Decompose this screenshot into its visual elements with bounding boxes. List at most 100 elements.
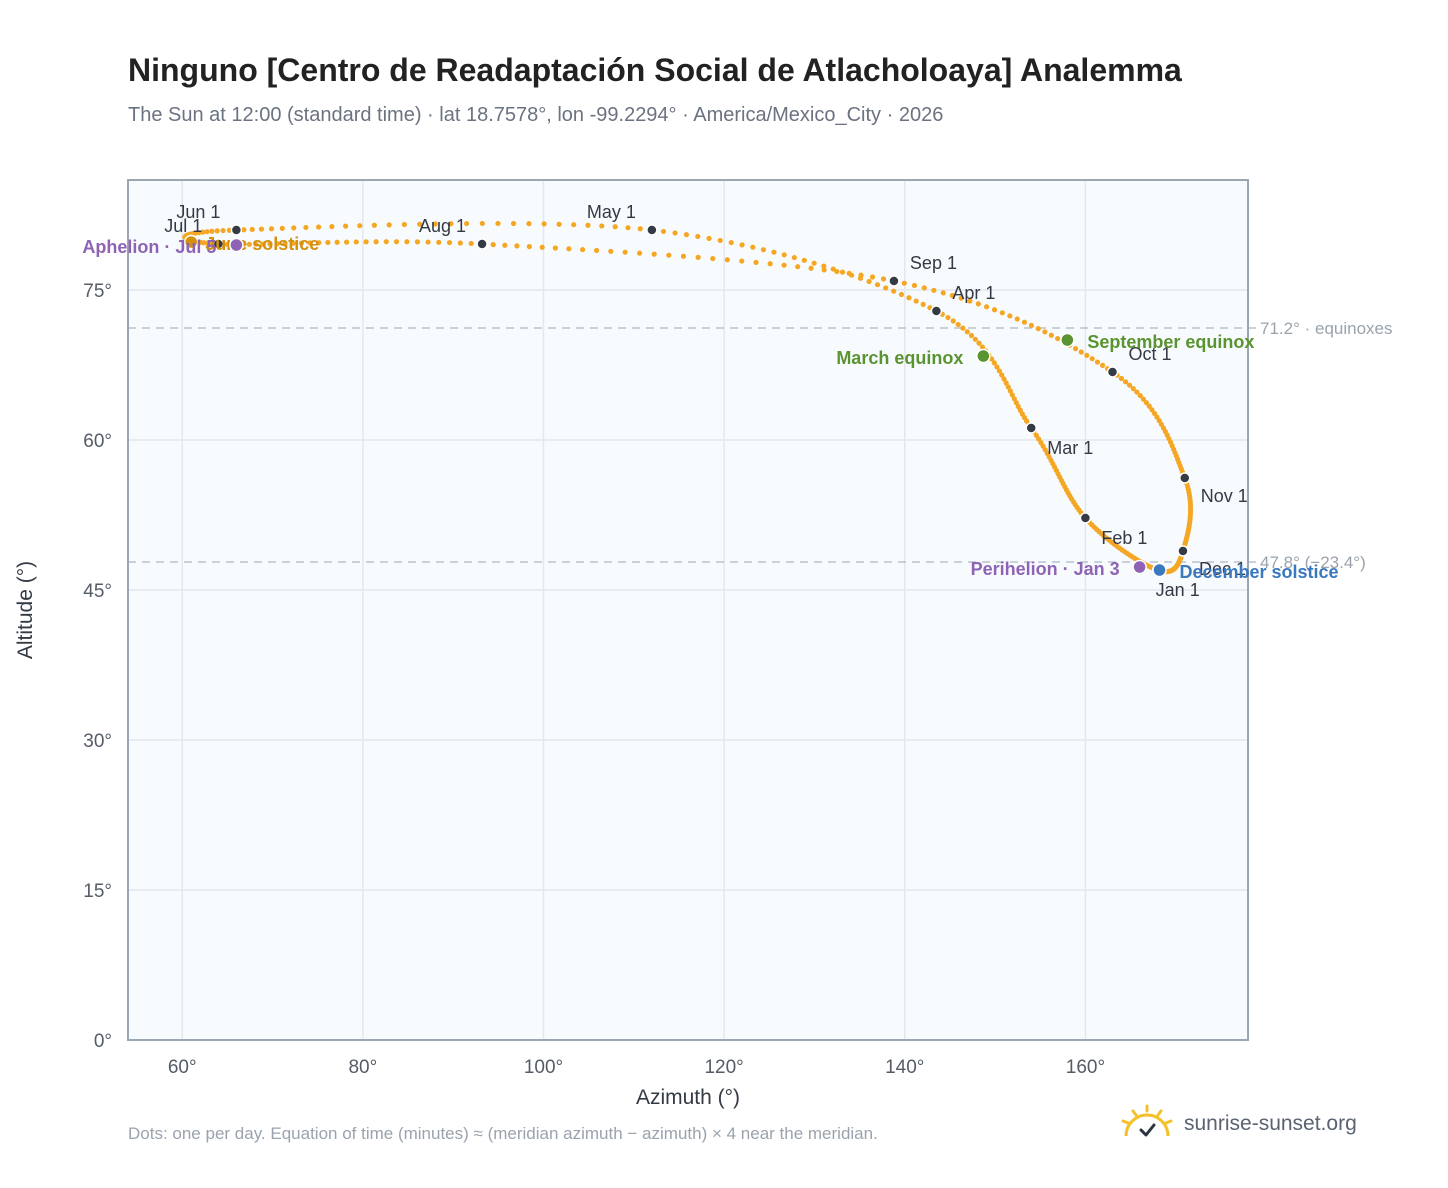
daily-dot [214,228,220,234]
month-marker [1106,366,1119,378]
daily-dot [1005,384,1011,390]
y-tick-label: 75° [83,281,112,302]
daily-dot [717,237,723,244]
daily-dot [680,253,687,259]
month-label: May 1 [587,202,636,222]
daily-dot [344,239,350,245]
daily-dot [949,292,955,299]
x-tick-label: 120° [704,1057,743,1078]
daily-dot [282,240,288,247]
daily-dot [637,226,643,232]
daily-dot [728,239,734,246]
daily-dot [891,288,897,294]
daily-dot [753,259,759,265]
daily-dot [1130,386,1136,392]
daily-dot [920,301,926,307]
month-label: Jul 1 [164,216,202,236]
daily-dot [967,298,973,304]
daily-dot [1028,322,1035,329]
daily-dot [622,249,628,255]
daily-dot [200,229,206,235]
footnote: Dots: one per day. Equation of time (min… [128,1124,878,1143]
daily-dot [599,223,605,229]
brand-logo[interactable]: sunrise-sunset.org [1120,1104,1357,1144]
daily-dot [781,262,787,268]
y-tick-label: 0° [94,1031,112,1052]
daily-dot [608,248,614,254]
daily-dot [279,225,285,231]
x-tick-label: 160° [1066,1057,1105,1078]
daily-dot [1126,382,1133,388]
daily-dot [468,240,474,247]
daily-dot [683,232,690,238]
daily-dot [1099,362,1106,368]
month-label: Apr 1 [952,283,995,303]
daily-dot [972,336,978,342]
daily-dot [1021,319,1028,325]
daily-dot [414,239,421,245]
daily-dot [290,240,296,246]
daily-dot [880,276,887,282]
daily-dot [1118,375,1125,382]
daily-dot [267,241,273,247]
x-tick-label: 60° [168,1057,197,1078]
daily-dot [999,310,1005,316]
daily-dot [253,241,259,247]
daily-dot [220,227,226,234]
daily-dot [1122,379,1129,385]
daily-dot [1042,329,1048,335]
event-marker [1152,562,1167,578]
daily-dot [371,222,377,228]
daily-dot [224,241,230,247]
daily-dot [666,252,672,258]
daily-dot [514,243,520,249]
daily-dot [781,252,787,258]
daily-dot [204,229,210,235]
daily-dot [660,228,667,235]
daily-dot [316,240,322,246]
daily-dot [241,227,247,233]
daily-dot [386,222,392,228]
event-marker [183,234,199,250]
daily-dot [883,285,889,291]
month-label: Nov 1 [1201,486,1248,506]
daily-dot [651,251,657,257]
daily-dot [343,223,349,229]
daily-dot [996,368,1003,374]
daily-dot [1146,403,1152,409]
event-label: Perihelion · Jan 3 [971,559,1120,579]
daily-dot [1011,396,1017,402]
daily-dot [869,274,876,280]
daily-dot [955,321,961,328]
daily-dot [585,222,591,228]
daily-dot [495,220,501,227]
month-label: Mar 1 [1047,438,1093,458]
daily-dot [739,242,745,248]
daily-dot [625,225,631,231]
chart-title: Ninguno [Centro de Readaptación Social d… [128,52,1182,88]
month-label: Jan 1 [1156,580,1200,600]
month-label: Aug 1 [419,216,466,236]
month-marker [476,238,488,250]
daily-dot [964,329,970,335]
daily-dot [1035,326,1041,332]
daily-dot [791,254,797,261]
daily-dot [353,239,359,245]
daily-dot [968,332,975,339]
month-marker [646,224,658,236]
daily-dot [541,221,547,227]
daily-dot [448,221,454,227]
brand-name: sunrise-sunset.org [1184,1112,1357,1135]
daily-dot [846,270,852,276]
daily-dot [258,226,265,232]
daily-dot [706,235,712,241]
daily-dot [795,264,801,270]
daily-dot [999,372,1005,378]
daily-dot [268,226,275,232]
month-marker [1179,472,1191,484]
daily-dot [502,242,508,248]
daily-dot [526,221,532,227]
y-tick-label: 30° [83,731,112,752]
daily-dot [207,240,214,247]
